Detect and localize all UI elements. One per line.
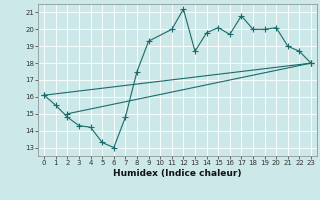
X-axis label: Humidex (Indice chaleur): Humidex (Indice chaleur) — [113, 169, 242, 178]
